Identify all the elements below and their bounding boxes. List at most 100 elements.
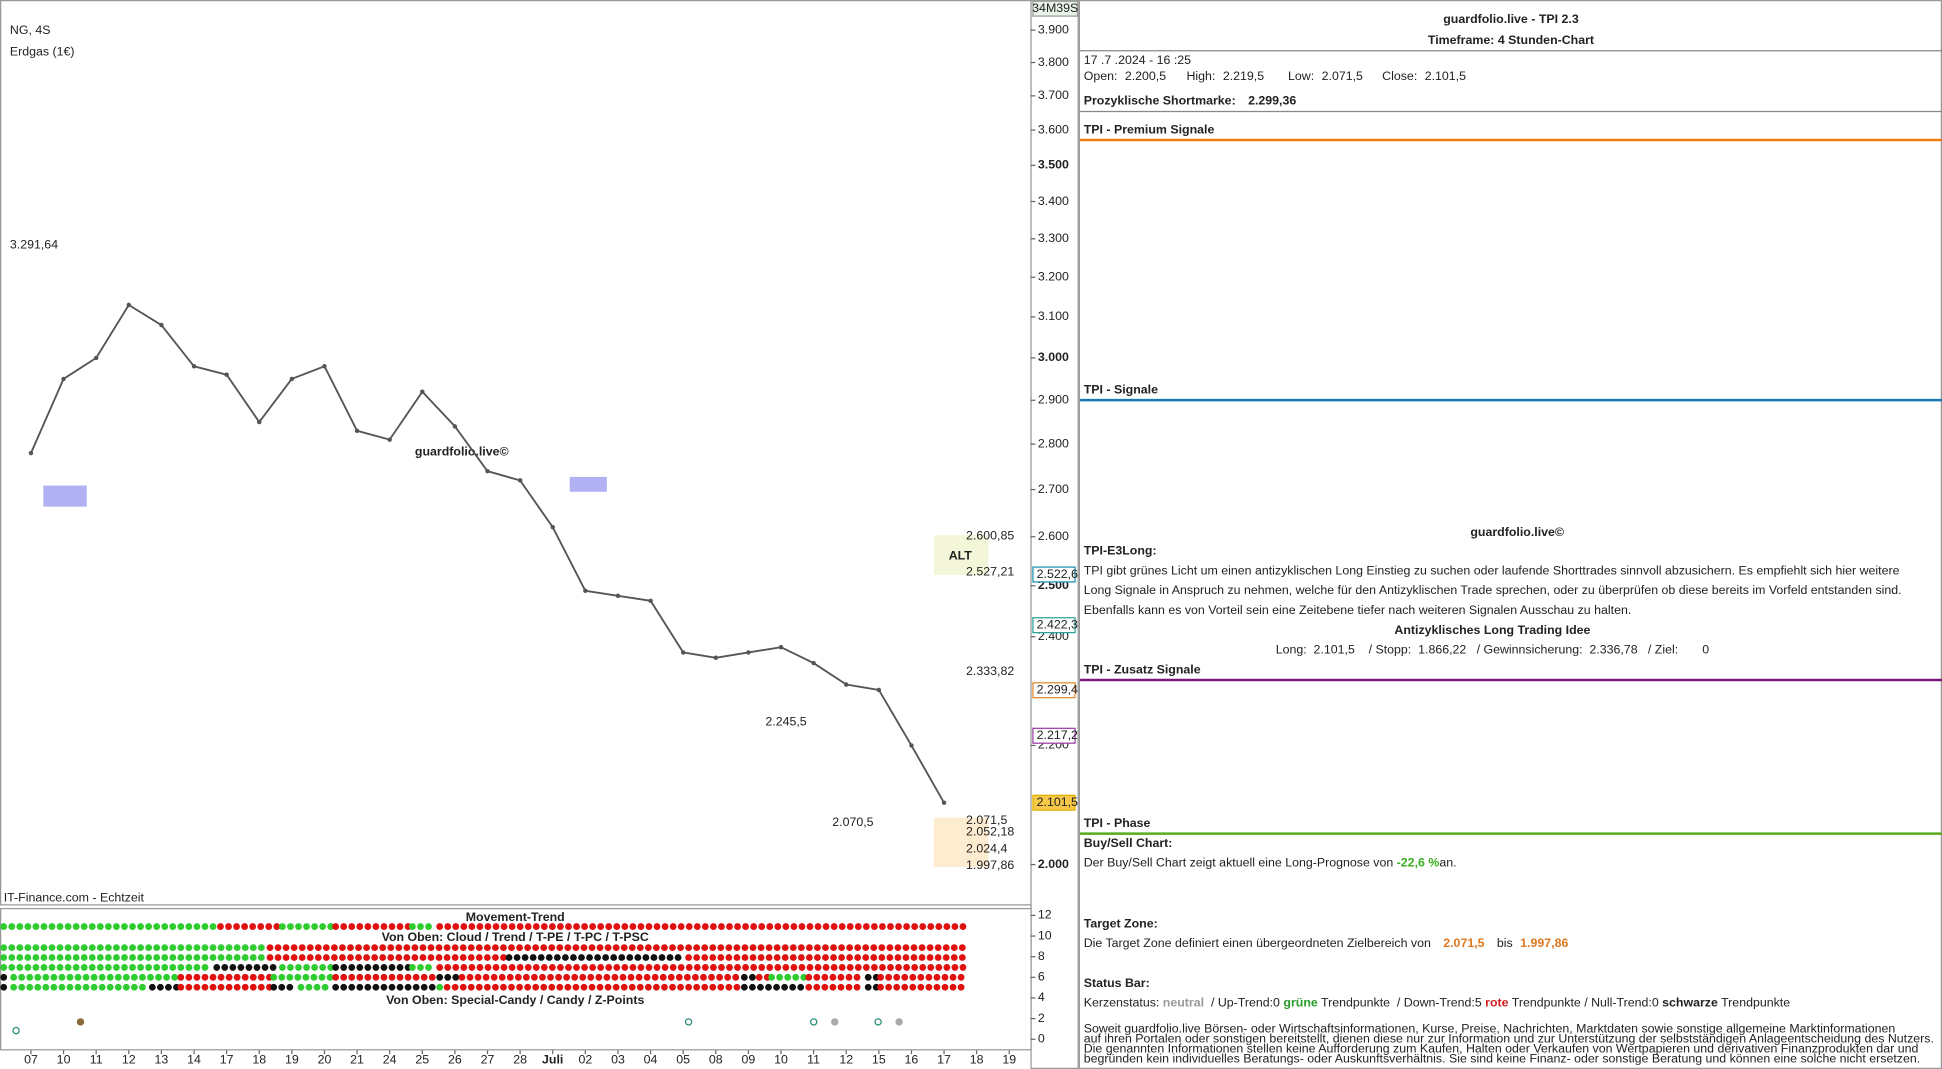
price-point bbox=[550, 524, 555, 530]
y-tick-label: 3.000 bbox=[1038, 350, 1069, 364]
price-tag bbox=[1032, 566, 1076, 583]
price-tag bbox=[1032, 794, 1076, 811]
x-tick-label: 21 bbox=[350, 1053, 364, 1067]
disclaimer-line: Die genannten Informationen stellen kein… bbox=[1084, 1041, 1919, 1055]
price-point bbox=[648, 598, 653, 604]
y-tick-label: 2.600 bbox=[1038, 529, 1069, 543]
price-point bbox=[485, 468, 490, 474]
level-label: 2.527,21 bbox=[966, 564, 1014, 578]
panel-frame bbox=[1078, 0, 1942, 1069]
status-text-part: grüne bbox=[1283, 996, 1317, 1010]
x-tick-label: 20 bbox=[318, 1053, 332, 1067]
x-tick-label: 18 bbox=[970, 1053, 984, 1067]
status-text-part: Trendpunkte / Null-Trend:0 bbox=[1509, 996, 1663, 1010]
x-tick-label: 04 bbox=[644, 1053, 658, 1067]
buysell-text: Der Buy/Sell Chart zeigt aktuell eine Lo… bbox=[1084, 856, 1457, 870]
subheading: Antizyklisches Long Trading Idee bbox=[1394, 623, 1590, 637]
target-text-part: 2.071,5 bbox=[1443, 936, 1484, 950]
indicator-subtitle: Von Oben: Cloud / Trend / T-PE / T-PC / … bbox=[382, 930, 649, 944]
price-tag bbox=[1032, 617, 1076, 634]
indicator-tick-label: 2 bbox=[1038, 1011, 1045, 1025]
y-tick-label: 3.700 bbox=[1038, 88, 1069, 102]
paragraph-line: Ebenfalls kann es von Vorteil sein eine … bbox=[1084, 603, 1632, 617]
status-text: Kerzenstatus: neutral / Up-Trend:0 grüne… bbox=[1084, 996, 1791, 1010]
shortmarke: Prozyklische Shortmarke: 2.299,36 bbox=[1084, 94, 1297, 108]
plot-frame bbox=[0, 0, 1032, 906]
chart-subtitle: Erdgas (1€) bbox=[10, 44, 75, 58]
x-tick-label: 10 bbox=[57, 1053, 71, 1067]
z-point bbox=[809, 1018, 818, 1026]
z-point bbox=[831, 1018, 839, 1026]
x-tick-label: 11 bbox=[90, 1053, 103, 1067]
status-text-part: Trendpunkte / Down-Trend:5 bbox=[1318, 996, 1485, 1010]
x-tick-label: 28 bbox=[513, 1053, 527, 1067]
price-point bbox=[159, 322, 164, 328]
x-tick-label: 19 bbox=[285, 1053, 299, 1067]
x-tick-label: 11 bbox=[807, 1053, 820, 1067]
disclaimer-line: begründen kein individuelles Beratungs- … bbox=[1084, 1051, 1920, 1065]
target-box bbox=[933, 817, 989, 868]
timeframe: Timeframe: 4 Stunden-Chart bbox=[1428, 33, 1594, 47]
x-tick-label: 09 bbox=[742, 1053, 756, 1067]
price-tag-label: 2.422,3 bbox=[1037, 617, 1078, 631]
y-tick-label: 3.900 bbox=[1038, 22, 1069, 36]
y-tick-label: 2.000 bbox=[1038, 857, 1069, 871]
ohlc: Open: 2.200,5 bbox=[1084, 69, 1167, 83]
ohlc-part: 2.071,5 bbox=[1322, 69, 1363, 83]
indicator-tick-label: 10 bbox=[1038, 928, 1052, 942]
price-point bbox=[615, 593, 621, 599]
annotation: ALT bbox=[949, 548, 973, 562]
z-point bbox=[874, 1018, 882, 1026]
x-tick-label: 25 bbox=[415, 1053, 429, 1067]
section-title: TPI - Phase bbox=[1084, 816, 1151, 830]
price-point bbox=[28, 450, 34, 456]
ohlc: Low: 2.071,5 bbox=[1288, 69, 1363, 83]
paragraph-line: TPI gibt grünes Licht um einen antizykli… bbox=[1084, 563, 1900, 577]
zone-box bbox=[43, 485, 87, 507]
indicator-tick-label: 6 bbox=[1038, 970, 1045, 984]
price-point bbox=[713, 655, 719, 660]
y-tick-label: 3.600 bbox=[1038, 122, 1069, 136]
section-title: TPI - Premium Signale bbox=[1084, 122, 1215, 136]
ohlc-part: Low: bbox=[1288, 69, 1314, 83]
ohlc-part: 2.200,5 bbox=[1125, 69, 1166, 83]
x-tick-label: 12 bbox=[122, 1053, 136, 1067]
ohlc-part: 2.219,5 bbox=[1223, 69, 1264, 83]
x-tick-label: 17 bbox=[937, 1053, 951, 1067]
ohlc-part: Close: bbox=[1382, 69, 1417, 83]
datetime: 17 .7 .2024 - 16 :25 bbox=[1084, 53, 1191, 67]
shortmarke-part: 2.299,36 bbox=[1248, 94, 1296, 108]
price-point bbox=[322, 364, 327, 369]
y-tick-label: 3.500 bbox=[1038, 158, 1069, 172]
price-point bbox=[387, 437, 392, 442]
shortmarke-part: Prozyklische Shortmarke: bbox=[1084, 94, 1236, 108]
x-tick-label: 24 bbox=[383, 1053, 397, 1067]
price-point bbox=[941, 800, 947, 805]
ohlc-part: Open: bbox=[1084, 69, 1118, 83]
price-point bbox=[583, 588, 588, 593]
x-tick-label: 15 bbox=[872, 1053, 886, 1067]
price-tag-label: 2.101,5 bbox=[1037, 795, 1078, 809]
price-point bbox=[517, 478, 523, 483]
subheading: Buy/Sell Chart: bbox=[1084, 836, 1173, 850]
trade-idea: Long: 2.101,5 / Stopp: 1.866,22 / Gewinn… bbox=[1276, 643, 1709, 657]
x-tick-label: 05 bbox=[676, 1053, 690, 1067]
status-text-part: / Up-Trend:0 bbox=[1204, 996, 1283, 1010]
x-tick-label: 27 bbox=[481, 1053, 495, 1067]
level-label: 2.600,85 bbox=[966, 529, 1014, 543]
status-text-part: neutral bbox=[1163, 996, 1204, 1010]
annotation: 2.245,5 bbox=[765, 714, 806, 728]
price-point bbox=[61, 376, 66, 382]
price-point bbox=[126, 302, 132, 308]
subheading: Status Bar: bbox=[1084, 976, 1150, 990]
level-label: 2.052,18 bbox=[966, 825, 1014, 839]
zone-box bbox=[569, 476, 607, 492]
price-point bbox=[876, 687, 882, 693]
y-tick-label: 2.700 bbox=[1038, 482, 1069, 496]
level-label: 2.333,82 bbox=[966, 664, 1014, 678]
price-point bbox=[257, 419, 262, 425]
price-tag-label: 2.522,6 bbox=[1037, 567, 1078, 581]
price-point bbox=[354, 428, 360, 434]
price-tag bbox=[1032, 682, 1076, 699]
